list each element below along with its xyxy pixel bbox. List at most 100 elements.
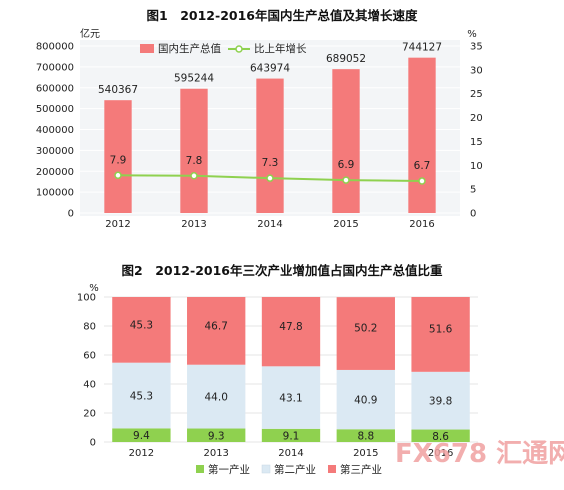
chart2-y-tick: 40 [83, 380, 96, 391]
chart2-segment-label: 9.4 [133, 430, 150, 442]
chart1-gdp-label: 540367 [98, 84, 138, 96]
chart2-segment-labels: 9.4 45.3 45.3 9.3 44.0 46.7 9.1 43.1 47.8 8.8 40.9… [130, 320, 453, 443]
chart1-right-tick: 10 [470, 161, 483, 172]
chart1-left-unit: 亿元 [80, 27, 100, 40]
chart1-growth-label: 7.8 [186, 155, 203, 167]
chart2-title: 图2 2012-2016年三次产业增加值占国内生产总值比重 [122, 263, 443, 278]
chart2-segment [336, 429, 395, 442]
chart1-right-axis: 0 5 10 15 20 25 30 35 [470, 42, 483, 220]
chart2-segment [187, 297, 246, 365]
chart1-gdp-label: 689052 [326, 53, 366, 65]
chart1-gdp-bar [256, 78, 284, 213]
chart1-left-tick: 400000 [36, 125, 74, 136]
legend-label-secondary: 第二产业 [274, 463, 316, 476]
chart2-y-tick: 100 [77, 293, 96, 304]
chart1-growth-label: 7.3 [262, 157, 279, 169]
chart1-gdp-bar [332, 69, 360, 213]
chart1-gdp-bar [180, 88, 208, 213]
chart2-segment-label: 51.6 [429, 323, 453, 335]
chart2-segment [261, 428, 321, 442]
chart2-y-tick: 20 [83, 409, 96, 420]
chart2-segment [411, 371, 470, 430]
chart1-bars [104, 57, 436, 214]
chart2-segment [411, 429, 470, 442]
chart2-stacked-bars [112, 297, 470, 442]
chart2-segment [112, 362, 171, 429]
chart1-growth-point [418, 177, 426, 185]
chart2-segment [261, 297, 321, 367]
watermark-logo: FX678 汇通网 [395, 439, 564, 469]
chart1-growth-label: 6.9 [338, 159, 355, 171]
chart2-segment [336, 369, 395, 430]
chart1-growth-point [266, 174, 274, 182]
chart2-x-axis: 2012 2013 2014 2015 2016 [129, 448, 454, 459]
chart1-left-tick: 700000 [36, 62, 74, 73]
chart1-right-tick: 5 [470, 185, 476, 196]
chart2-x-tick: 2016 [428, 448, 453, 459]
chart1-left-tick: 0 [68, 209, 74, 220]
chart2-y-tick: 60 [83, 351, 96, 362]
chart2-segment-label: 9.3 [208, 430, 225, 442]
chart2-segment [187, 428, 246, 442]
legend-label-growth: 比上年增长 [254, 42, 307, 55]
chart1-right-tick: 15 [470, 137, 483, 148]
chart1-right-tick: 30 [470, 65, 483, 76]
chart2-y-tick: 0 [90, 438, 96, 449]
chart2-segment-label: 8.6 [432, 431, 449, 443]
legend-swatch-secondary [261, 464, 271, 474]
chart1-right-unit: % [467, 29, 477, 40]
chart1-legend: 国内生产总值 比上年增长 [140, 42, 307, 55]
chart1-title: 图1 2012-2016年国内生产总值及其增长速度 [147, 8, 418, 23]
chart1-bar-labels: 540367 595244 643974 689052 744127 [98, 42, 442, 97]
chart2-segment-label: 46.7 [205, 320, 228, 332]
chart1-x-tick: 2013 [181, 219, 206, 230]
chart1-growth-line: 7.9 7.8 7.3 6.9 6.7 [110, 154, 431, 185]
chart1-growth-point [190, 172, 198, 180]
chart1-left-tick: 200000 [36, 167, 74, 178]
chart2-y-tick: 80 [83, 322, 96, 333]
chart1-x-axis: 2012 2013 2014 2015 2016 [105, 219, 434, 230]
chart1-gdp-bar [104, 100, 132, 213]
chart2-segment-label: 8.8 [357, 431, 374, 443]
chart1-gdp-bar [408, 57, 436, 214]
chart2-segment [336, 297, 395, 370]
chart2-segment [187, 364, 246, 429]
chart1-growth-point [114, 171, 122, 180]
chart1-left-tick: 600000 [36, 83, 74, 94]
chart2-segment-label: 45.3 [130, 391, 153, 403]
chart2-segment-label: 44.0 [205, 392, 228, 404]
chart2-segment [411, 297, 470, 372]
chart1-left-tick: 800000 [36, 42, 74, 53]
legend-swatch-primary [196, 465, 204, 473]
chart2-segment-label: 45.3 [130, 320, 153, 332]
chart1-right-tick: 35 [470, 42, 483, 53]
chart2-y-axis: 0 20 40 60 80 100 [77, 293, 96, 449]
legend-label-gdp: 国内生产总值 [158, 42, 221, 55]
chart2-segment [112, 297, 171, 363]
chart1-gdp-label: 643974 [250, 63, 290, 75]
chart2-x-tick: 2012 [129, 448, 154, 459]
legend-label-primary: 第一产业 [208, 463, 250, 476]
chart2-segment-label: 9.1 [283, 430, 300, 442]
chart1-left-tick: 300000 [36, 146, 74, 157]
chart2-segment [261, 366, 321, 429]
chart1-left-tick: 100000 [36, 188, 74, 199]
chart2-y-unit: % [89, 283, 99, 294]
chart1-right-tick: 20 [470, 113, 483, 124]
legend-marker-growth [235, 45, 243, 53]
chart2-x-tick: 2014 [278, 448, 303, 459]
chart2-legend: 第一产业 第二产业 第三产业 [196, 463, 382, 476]
chart1-x-tick: 2016 [409, 219, 434, 230]
chart1-growth-label: 6.7 [414, 160, 431, 172]
chart2-segment-label: 43.1 [279, 393, 302, 405]
legend-swatch-tertiary [328, 465, 336, 473]
chart2-segment-label: 50.2 [354, 323, 377, 335]
chart2-x-tick: 2015 [353, 448, 378, 459]
chart1-gdp-label: 595244 [174, 73, 214, 85]
chart1-left-tick: 500000 [36, 104, 74, 115]
chart2-segment-label: 39.8 [429, 396, 452, 408]
chart1-right-tick: 0 [470, 209, 476, 220]
chart1-x-tick: 2012 [105, 219, 130, 230]
